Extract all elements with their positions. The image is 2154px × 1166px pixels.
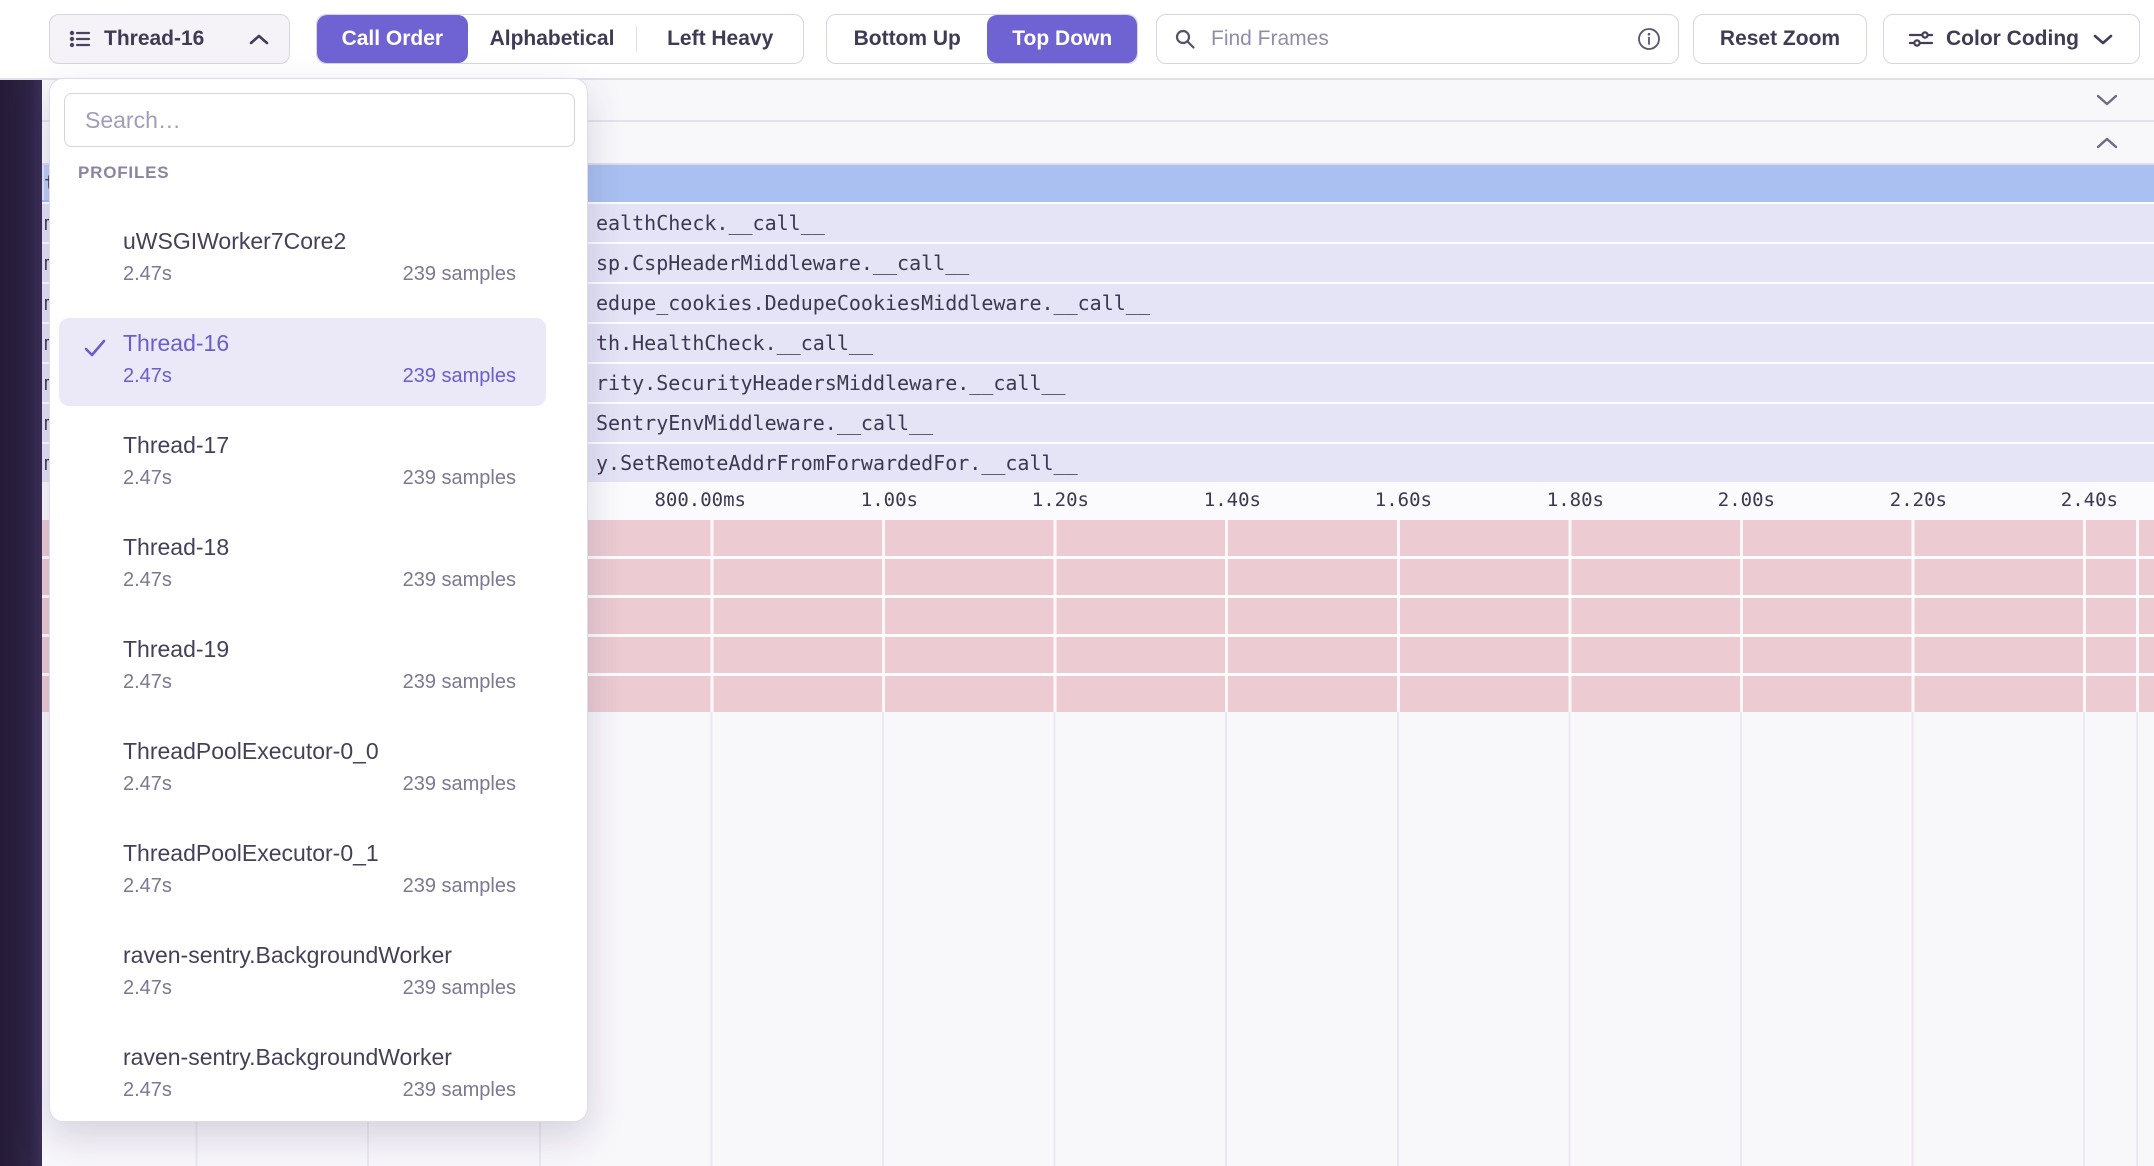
profile-name: Thread-19 [123,636,230,662]
find-frames-input[interactable] [1209,26,1624,52]
axis-tick-label: 1.40s [1203,489,1261,511]
frame-label: SentryEnvMiddleware.__call__ [596,411,934,435]
profile-option-threadpoolexecutor-0-1[interactable]: ThreadPoolExecutor-0_1 2.47s 239 samples [59,828,546,916]
axis-tick-label: 2.40s [2060,489,2118,511]
profile-option-uwsgiworker7core2[interactable]: uWSGIWorker7Core2 2.47s 239 samples [59,216,546,304]
profile-name: uWSGIWorker7Core2 [123,228,347,254]
profile-option-thread-17[interactable]: Thread-17 2.47s 239 samples [59,420,546,508]
axis-tick-label: 2.00s [1717,489,1775,511]
profile-name: Thread-18 [123,534,230,560]
frame-label: rity.SecurityHeadersMiddleware.__call__ [596,371,1066,395]
find-frames-search [1156,14,1679,64]
top-down-button[interactable]: Top Down [987,15,1137,63]
profile-name: raven-sentry.BackgroundWorker [123,1044,452,1070]
profile-duration: 2.47s [123,365,172,387]
color-coding-button[interactable]: Color Coding [1883,14,2140,64]
chevron-up-icon [247,32,271,47]
axis-tick-label: 1.80s [1546,489,1604,511]
profiles-section-label: PROFILES [78,163,170,182]
dropdown-search-input[interactable] [83,105,556,135]
profile-option-thread-18[interactable]: Thread-18 2.47s 239 samples [59,522,546,610]
dropdown-search-field [64,93,575,147]
chevron-down-icon [2091,32,2115,47]
profile-samples: 239 samples [402,875,516,897]
profile-option-thread-19[interactable]: Thread-19 2.47s 239 samples [59,624,546,712]
expand-chevron-down-icon[interactable] [2094,92,2120,108]
left-heavy-button[interactable]: Left Heavy [667,27,774,50]
collapse-chevron-up-icon[interactable] [2094,135,2120,151]
profile-option-thread-16[interactable]: Thread-16 2.47s 239 samples [59,318,546,406]
profile-duration: 2.47s [123,977,172,999]
checkmark-icon [81,334,109,362]
sliders-icon [1908,27,1934,51]
reset-zoom-label: Reset Zoom [1719,27,1841,50]
profile-samples: 239 samples [402,467,516,489]
profile-option-threadpoolexecutor-0-0[interactable]: ThreadPoolExecutor-0_0 2.47s 239 samples [59,726,546,814]
thread-dropdown-panel: PROFILES uWSGIWorker7Core2 2.47s 239 sam… [49,78,588,1122]
left-dark-rail [0,64,42,1166]
frame-label: sp.CspHeaderMiddleware.__call__ [596,251,970,275]
thread-list-icon [68,27,92,51]
profile-name: Thread-16 [123,330,230,356]
axis-tick-label: 1.00s [860,489,918,511]
profile-name: Thread-17 [123,432,230,458]
axis-tick-label: 2.20s [1889,489,1947,511]
alphabetical-button[interactable]: Alphabetical [489,27,615,50]
profile-option-raven-sentry-backgroundworker-1[interactable]: raven-sentry.BackgroundWorker 2.47s 239 … [59,930,546,1018]
profile-duration: 2.47s [123,569,172,591]
axis-tick-label: 1.60s [1374,489,1432,511]
frame-label: y.SetRemoteAddrFromForwardedFor.__call__ [596,451,1078,475]
profile-name: raven-sentry.BackgroundWorker [123,942,452,968]
frame-label: edupe_cookies.DedupeCookiesMiddleware.__… [596,291,1150,315]
frame-label: ealthCheck.__call__ [596,211,825,235]
profile-name: ThreadPoolExecutor-0_0 [123,738,379,764]
reset-zoom-button[interactable]: Reset Zoom [1693,14,1867,64]
sort-order-segmented-control: Call Order Alphabetical Left Heavy [316,14,804,64]
call-order-button[interactable]: Call Order [317,15,468,63]
thread-selector-label: Thread-16 [104,27,205,50]
profile-duration: 2.47s [123,671,172,693]
profile-samples: 239 samples [402,569,516,591]
profile-duration: 2.47s [123,773,172,795]
axis-tick-label: 800.00ms [654,489,746,511]
profile-duration: 2.47s [123,263,172,285]
profile-samples: 239 samples [402,773,516,795]
frame-label: th.HealthCheck.__call__ [596,331,873,355]
segment-divider [636,26,638,52]
profile-duration: 2.47s [123,1079,172,1101]
profile-samples: 239 samples [402,1079,516,1101]
profile-samples: 239 samples [402,365,516,387]
profile-name: ThreadPoolExecutor-0_1 [123,840,379,866]
profile-samples: 239 samples [402,977,516,999]
profile-option-raven-sentry-backgroundworker-2[interactable]: raven-sentry.BackgroundWorker 2.47s 239 … [59,1032,546,1120]
direction-segmented-control: Bottom Up Top Down [826,14,1138,64]
info-icon[interactable] [1636,26,1662,52]
profile-duration: 2.47s [123,467,172,489]
color-coding-label: Color Coding [1946,27,2079,50]
thread-selector-button[interactable]: Thread-16 [49,14,290,64]
profile-samples: 239 samples [402,671,516,693]
axis-tick-label: 1.20s [1031,489,1089,511]
bottom-up-button[interactable]: Bottom Up [853,27,961,50]
profile-samples: 239 samples [402,263,516,285]
profile-duration: 2.47s [123,875,172,897]
search-icon [1173,27,1197,51]
toolbar: Thread-16 Call Order Alphabetical Left H… [0,0,2154,80]
